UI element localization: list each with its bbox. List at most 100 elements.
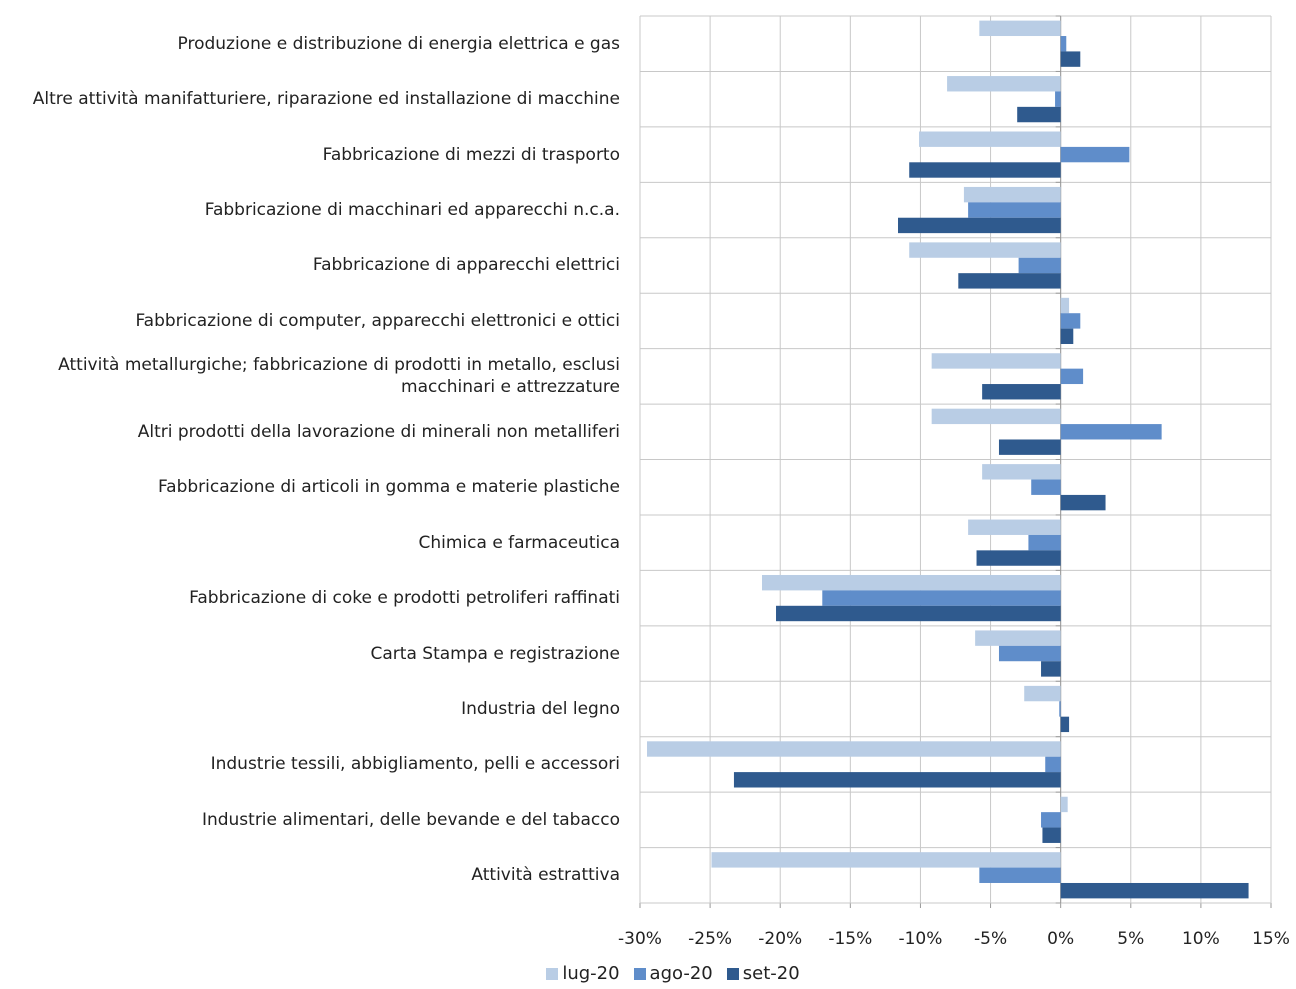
bar — [761, 574, 1061, 591]
legend-item: lug-20 — [546, 963, 620, 984]
bar — [1060, 146, 1130, 163]
category-label: Altre attività manifatturiere, riparazio… — [32, 89, 620, 110]
bar — [931, 408, 1061, 425]
bar — [931, 353, 1061, 369]
bar — [968, 519, 1061, 535]
bar — [647, 741, 1061, 757]
bar — [1060, 882, 1249, 899]
bar — [1028, 534, 1061, 551]
bar — [1041, 661, 1061, 677]
bar — [1017, 106, 1061, 123]
legend-label: ago-20 — [649, 963, 713, 984]
legend-item: ago-20 — [633, 963, 713, 984]
bar — [979, 20, 1061, 37]
legend-swatch — [546, 967, 559, 980]
legend-item: set-20 — [726, 963, 800, 984]
legend-swatch — [726, 967, 739, 980]
bar — [975, 630, 1061, 646]
x-tick-label: -15% — [828, 929, 872, 949]
category-label: Fabbricazione di coke e prodotti petroli… — [189, 588, 620, 609]
category-label-box: Attività metallurgiche; fabbricazione di… — [0, 349, 620, 404]
category-label-box: Carta Stampa e registrazione — [0, 626, 620, 681]
bar — [982, 384, 1061, 400]
bar — [968, 202, 1061, 218]
bar — [909, 242, 1061, 258]
x-tick-label: 10% — [1182, 929, 1220, 949]
x-tick-label: -10% — [898, 929, 942, 949]
bar — [1031, 479, 1061, 495]
category-label-box: Industrie alimentari, delle bevande e de… — [0, 792, 620, 847]
category-label-box: Industrie tessili, abbigliamento, pelli … — [0, 737, 620, 792]
bar — [1060, 51, 1081, 67]
category-label-box: Industria del legno — [0, 681, 620, 736]
category-label-box: Attività estrattiva — [0, 848, 620, 903]
bar — [1055, 91, 1061, 107]
legend-swatch — [633, 967, 646, 980]
category-label: Fabbricazione di mezzi di trasporto — [322, 144, 620, 165]
bar — [1060, 297, 1070, 314]
bar — [979, 867, 1061, 883]
bar — [1045, 756, 1061, 773]
category-label-box: Fabbricazione di mezzi di trasporto — [0, 127, 620, 182]
bar — [776, 605, 1061, 622]
category-label: Chimica e farmaceutica — [418, 532, 621, 553]
category-label: Altri prodotti della lavorazione di mine… — [137, 421, 620, 442]
category-label-box: Fabbricazione di apparecchi elettrici — [0, 238, 620, 293]
category-label-box: Fabbricazione di macchinari ed apparecch… — [0, 182, 620, 237]
bar — [1041, 812, 1061, 828]
bar — [963, 186, 1061, 203]
x-tick-label: 5% — [1117, 929, 1144, 949]
x-tick-label: -5% — [974, 929, 1007, 949]
category-label: Industrie tessili, abbigliamento, pelli … — [210, 754, 620, 775]
legend: lug-20 ago-20 set-20 — [25, 963, 1296, 984]
category-label: Produzione e distribuzione di energia el… — [177, 33, 621, 54]
category-label: Fabbricazione di computer, apparecchi el… — [135, 310, 620, 331]
bar — [733, 772, 1061, 788]
category-label: Industrie alimentari, delle bevande e de… — [201, 809, 620, 830]
legend-label: set-20 — [742, 963, 800, 984]
category-label-box: Chimica e farmaceutica — [0, 515, 621, 570]
category-label-box: Altri prodotti della lavorazione di mine… — [0, 404, 620, 459]
bar — [711, 852, 1061, 868]
bar — [947, 76, 1061, 92]
x-tick-label: 15% — [1252, 929, 1290, 949]
bar — [958, 273, 1061, 289]
bar — [1059, 701, 1061, 717]
category-label: Attività estrattiva — [471, 865, 620, 886]
category-label-box: Produzione e distribuzione di energia el… — [0, 16, 621, 71]
bar — [1060, 368, 1084, 385]
bar — [998, 439, 1061, 455]
bar — [909, 162, 1061, 178]
bar — [822, 590, 1061, 606]
bar — [1060, 424, 1162, 440]
category-label-box: Altre attività manifatturiere, riparazio… — [0, 71, 620, 126]
bar — [998, 645, 1061, 662]
bar — [1060, 36, 1067, 52]
category-label: Carta Stampa e registrazione — [370, 643, 620, 664]
category-label: Fabbricazione di macchinari ed apparecch… — [204, 200, 620, 221]
category-label-box: Fabbricazione di articoli in gomma e mat… — [0, 460, 620, 515]
x-tick-label: -30% — [618, 929, 662, 949]
bar — [982, 464, 1061, 480]
category-label-box: Fabbricazione di coke e prodotti petroli… — [0, 570, 620, 625]
category-label: Fabbricazione di apparecchi elettrici — [312, 255, 620, 276]
x-tick-label: 0% — [1047, 929, 1074, 949]
legend-label: lug-20 — [562, 963, 620, 984]
bar — [976, 550, 1061, 566]
category-label: Fabbricazione di articoli in gomma e mat… — [157, 477, 620, 498]
bar — [1024, 685, 1061, 702]
bar — [1060, 313, 1081, 329]
category-label: Attività metallurgiche; fabbricazione di… — [58, 355, 620, 398]
bar — [1060, 796, 1068, 813]
bar — [1060, 328, 1074, 345]
bar — [898, 217, 1061, 234]
bar — [1060, 494, 1106, 511]
x-tick-label: -25% — [688, 929, 732, 949]
x-tick-label: -20% — [758, 929, 802, 949]
bar — [1042, 827, 1061, 843]
category-label-box: Fabbricazione di computer, apparecchi el… — [0, 293, 620, 348]
bar — [1018, 257, 1061, 274]
category-label: Industria del legno — [461, 698, 620, 719]
